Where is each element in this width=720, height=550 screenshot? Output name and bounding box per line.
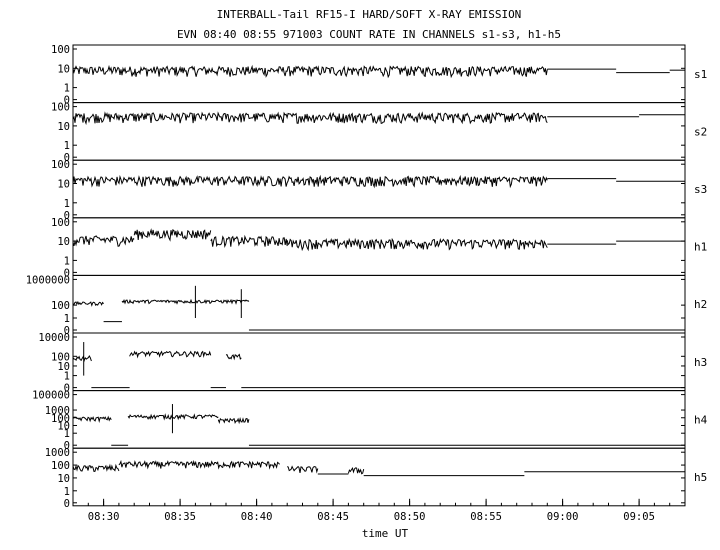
series-h2-noisy-0 bbox=[72, 300, 104, 307]
panel-label-s2: s2 bbox=[694, 125, 707, 138]
y-tick-label-h4-1000: 1000 bbox=[45, 405, 70, 417]
series-h3-noisy-0 bbox=[72, 355, 92, 363]
y-tick-label-s1-10: 10 bbox=[57, 63, 70, 75]
y-tick-label-s2-1: 1 bbox=[64, 140, 70, 152]
panel-frame-s1 bbox=[72, 44, 686, 104]
panel-frame-s3 bbox=[72, 159, 686, 219]
panel-frame-h1 bbox=[72, 217, 686, 276]
series-h1-noisy-1 bbox=[133, 228, 212, 242]
series-h3-noisy-2 bbox=[225, 353, 242, 361]
series-s1-noisy-0 bbox=[72, 64, 548, 79]
series-s3-noisy-0 bbox=[72, 174, 548, 189]
panel-s1: 100 10 10 s1 bbox=[51, 44, 707, 107]
series-s2-noisy-0 bbox=[72, 111, 548, 126]
series-h5-noisy-1 bbox=[118, 459, 280, 470]
y-tick-label-h2-0: 0 bbox=[64, 325, 70, 337]
x-tick-label-08-40: 08:40 bbox=[241, 511, 273, 523]
panel-frame-h5 bbox=[72, 447, 686, 507]
series-h4-noisy-0 bbox=[72, 415, 112, 424]
y-tick-label-h5-100: 100 bbox=[51, 460, 70, 472]
y-tick-label-h4-0: 0 bbox=[64, 440, 70, 452]
panel-s2: 100 10 10 s2 bbox=[51, 102, 707, 165]
y-tick-label-s1-1: 1 bbox=[64, 83, 70, 95]
y-tick-label-h5-0: 0 bbox=[64, 498, 70, 510]
y-tick-label-h2-100: 100 bbox=[51, 300, 70, 312]
y-tick-label-h3-100: 100 bbox=[51, 351, 70, 363]
y-tick-label-h2-1000000: 1000000 bbox=[26, 274, 70, 286]
series-h5-noisy-2 bbox=[287, 465, 319, 474]
series-h3-noisy-1 bbox=[129, 350, 212, 359]
y-tick-label-s3-1: 1 bbox=[64, 198, 70, 210]
x-tick-label-08-30: 08:30 bbox=[88, 511, 120, 523]
panel-label-h2: h2 bbox=[694, 298, 707, 311]
panel-frame-h4 bbox=[72, 390, 686, 449]
chart-subtitle: EVN 08:40 08:55 971003 COUNT RATE IN CHA… bbox=[177, 28, 561, 41]
y-tick-label-s1-100: 100 bbox=[51, 44, 70, 56]
y-tick-label-h4-1: 1 bbox=[64, 428, 70, 440]
panel-frame-s2 bbox=[72, 102, 686, 161]
panel-label-h5: h5 bbox=[694, 471, 707, 484]
y-tick-label-s2-100: 100 bbox=[51, 102, 70, 114]
y-tick-label-h2-1: 1 bbox=[64, 313, 70, 325]
y-tick-label-h3-10000: 10000 bbox=[38, 332, 70, 344]
panel-label-h3: h3 bbox=[694, 356, 707, 369]
y-tick-label-s3-100: 100 bbox=[51, 159, 70, 171]
x-tick-label-09-00: 09:00 bbox=[547, 511, 579, 523]
y-tick-label-h1-10: 10 bbox=[57, 236, 70, 248]
x-tick-label-08-55: 08:55 bbox=[470, 511, 502, 523]
series-h1-noisy-3 bbox=[286, 237, 548, 252]
series-h4-noisy-1 bbox=[127, 413, 219, 421]
y-tick-label-h1-100: 100 bbox=[51, 217, 70, 229]
y-tick-label-s1-0: 0 bbox=[64, 95, 70, 107]
panel-frame-h2 bbox=[72, 274, 686, 334]
y-tick-label-s2-10: 10 bbox=[57, 121, 70, 133]
x-tick-label-09-05: 09:05 bbox=[623, 511, 655, 523]
chart-title: INTERBALL-Tail RF15-I HARD/SOFT X-RAY EM… bbox=[217, 8, 522, 21]
panel-h1: 100 10 10 h1 bbox=[51, 217, 707, 280]
series-h5-noisy-3 bbox=[347, 467, 365, 475]
series-h2-noisy-1 bbox=[121, 298, 250, 305]
y-tick-label-s2-0: 0 bbox=[64, 152, 70, 164]
panel-s3: 100 10 10 s3 bbox=[51, 159, 707, 222]
y-tick-label-h1-0: 0 bbox=[64, 267, 70, 279]
y-tick-label-h3-0: 0 bbox=[64, 383, 70, 395]
panel-label-s3: s3 bbox=[694, 183, 707, 196]
y-tick-label-h5-1: 1 bbox=[64, 486, 70, 498]
panel-frame-h3 bbox=[72, 332, 686, 392]
series-h1-noisy-2 bbox=[210, 234, 288, 248]
panel-label-h1: h1 bbox=[694, 241, 707, 254]
panel-label-h4: h4 bbox=[694, 413, 708, 426]
y-tick-label-h4-100: 100 bbox=[51, 413, 70, 425]
y-tick-label-h3-10: 10 bbox=[57, 361, 70, 373]
series-h4-noisy-2 bbox=[217, 416, 250, 425]
series-h1-noisy-0 bbox=[72, 235, 135, 247]
y-tick-label-h5-10: 10 bbox=[57, 473, 70, 485]
y-tick-label-h3-1: 1 bbox=[64, 371, 70, 383]
y-tick-label-h1-1: 1 bbox=[64, 255, 70, 267]
y-tick-label-h4-10: 10 bbox=[57, 420, 70, 432]
x-tick-label-08-50: 08:50 bbox=[394, 511, 426, 523]
panels-group: 1001010s11001010s21001010s31001010h11000… bbox=[26, 44, 708, 510]
x-tick-label-08-45: 08:45 bbox=[317, 511, 349, 523]
x-axis: 08:30 08:35 08:40 08:45 08:50 08:55 09:00 09:05 bbox=[72, 498, 686, 523]
series-h5-noisy-0 bbox=[72, 463, 120, 472]
panel-label-s1: s1 bbox=[694, 68, 707, 81]
y-tick-label-h4-100000: 100000 bbox=[32, 390, 70, 402]
x-axis-label: time UT bbox=[362, 527, 409, 540]
y-tick-label-h5-1000: 1000 bbox=[45, 447, 70, 459]
y-tick-label-s3-10: 10 bbox=[57, 179, 70, 191]
y-tick-label-s3-0: 0 bbox=[64, 210, 70, 222]
x-tick-label-08-35: 08:35 bbox=[164, 511, 196, 523]
